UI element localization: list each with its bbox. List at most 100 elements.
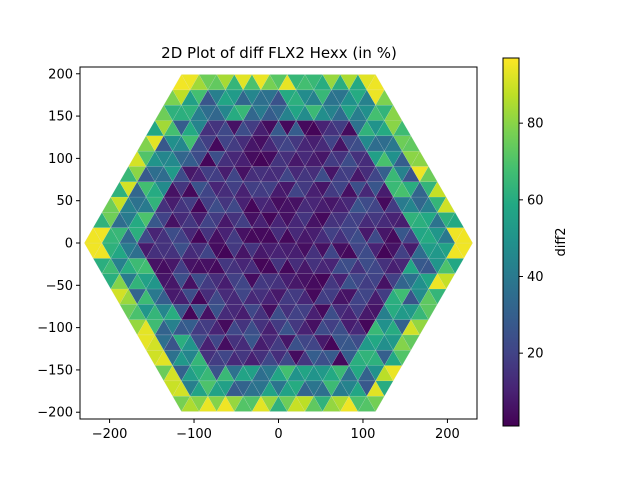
heatmap-cell [145, 181, 165, 198]
heatmap-cell [216, 89, 235, 106]
x-tick-label: −100 [176, 427, 212, 442]
heatmap-cell [216, 273, 235, 290]
y-tick-label: 200 [48, 67, 73, 82]
heatmap-cell [269, 395, 288, 412]
heatmap-cell [339, 89, 359, 106]
heatmap-cell [207, 104, 226, 121]
heatmap-cell [242, 74, 262, 91]
heatmap-cell [181, 211, 200, 228]
colorbar-tick-label: 20 [527, 347, 544, 362]
heatmap-cell [348, 380, 368, 397]
colorbar [502, 57, 520, 427]
heatmap-cell [348, 104, 368, 121]
heatmap-cell [181, 120, 200, 136]
heatmap-cell [145, 242, 165, 259]
colorbar-ticks: 20 40 60 80 [519, 117, 544, 362]
heatmap-cell [110, 181, 129, 198]
heatmap-cell [110, 242, 129, 259]
heatmap-cell [419, 166, 438, 182]
heatmap-cell [163, 150, 182, 167]
heatmap-cell [216, 211, 235, 228]
heatmap-cell [163, 242, 182, 259]
heatmap-cell [348, 74, 368, 91]
heatmap-cell [437, 196, 456, 213]
heatmap-cell [384, 257, 403, 274]
heatmap-cell [128, 242, 147, 259]
heatmap-cell [163, 120, 182, 136]
heatmap-cell [384, 104, 403, 121]
heatmap-cell [269, 120, 288, 136]
heatmap-cell [225, 104, 244, 121]
heatmap-cell [366, 74, 385, 91]
heatmap-cell [384, 227, 403, 244]
heatmap-cell [216, 74, 235, 91]
heatmap-cell [269, 273, 288, 290]
heatmap-cells [83, 74, 474, 412]
heatmap-cell [181, 150, 200, 167]
heatmap-cell [242, 288, 262, 305]
y-tick-label: 0 [65, 237, 73, 252]
heatmap-cell [313, 319, 332, 336]
heatmap-cell [357, 89, 376, 106]
heatmap-cell [313, 74, 332, 91]
heatmap-cell [181, 395, 200, 412]
heatmap-cell [242, 166, 262, 182]
heatmap-cell [163, 211, 182, 228]
heatmap-cell [207, 74, 226, 91]
heatmap-cell [278, 104, 297, 121]
x-axis-ticks: −200 −100 0 100 200 [92, 419, 460, 442]
chart-title: 2D Plot of diff FLX2 Hexx (in %) [161, 44, 397, 62]
heatmap-cell [242, 135, 262, 152]
heatmap-cell [286, 89, 306, 106]
heatmap-cell [384, 349, 403, 366]
heatmap-cell [313, 196, 332, 213]
heatmap-cell [375, 89, 394, 106]
heatmap-cell [181, 242, 200, 259]
heatmap-cell [163, 273, 182, 290]
heatmap-cell [181, 273, 200, 290]
heatmap-cell [269, 334, 288, 351]
heatmap-cell [348, 166, 368, 182]
heatmap-cell [216, 181, 235, 198]
heatmap-cell [384, 319, 403, 336]
heatmap-cell [445, 211, 465, 228]
heatmap-cell [128, 181, 147, 198]
y-tick-label: −150 [37, 363, 73, 378]
heatmap-cell [163, 365, 182, 382]
heatmap-cell [269, 181, 288, 198]
heatmap-cell [348, 135, 368, 152]
heatmap-cell [128, 150, 147, 167]
heatmap-cell [145, 211, 165, 228]
heatmap-cell [145, 273, 165, 290]
heatmap-cell [145, 120, 165, 136]
heatmap-cell [384, 166, 403, 182]
heatmap-cell [269, 74, 288, 91]
heatmap-cell [348, 227, 368, 244]
heatmap-cell [163, 89, 182, 106]
heatmap-cell [242, 349, 262, 366]
y-axis-ticks: −200 −150 −100 −50 0 50 100 150 200 [37, 67, 80, 421]
heatmap-cell [269, 303, 288, 320]
heatmap-cell [304, 89, 323, 106]
heatmap-cell [269, 242, 288, 259]
heatmap-cell [242, 196, 262, 213]
heatmap-cell [269, 211, 288, 228]
heatmap-cell [313, 380, 332, 397]
heatmap-cell [181, 181, 200, 198]
heatmap-cell [313, 104, 332, 121]
heatmap-cell [145, 150, 165, 167]
heatmap-cell [392, 120, 412, 136]
heatmap-cell [181, 74, 200, 91]
heatmap-cell [348, 257, 368, 274]
heatmap-cell [181, 365, 200, 382]
heatmap-cell [348, 349, 368, 366]
heatmap-cell [269, 150, 288, 167]
heatmap-cell [216, 150, 235, 167]
y-tick-label: −200 [37, 406, 73, 421]
y-tick-label: −50 [46, 279, 73, 294]
heatmap-cell [181, 89, 200, 106]
heatmap-cell [251, 89, 271, 106]
colorbar-tick-label: 80 [527, 117, 544, 132]
heatmap-cell [428, 181, 447, 198]
